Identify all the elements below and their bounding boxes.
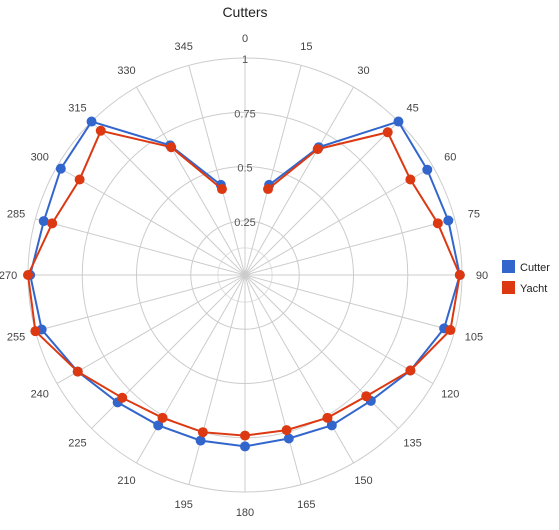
angle-tick-label: 195 <box>174 499 192 511</box>
angle-tick-label: 165 <box>297 499 315 511</box>
angle-tick-label: 75 <box>468 209 480 221</box>
angle-tick-label: 0 <box>242 33 248 45</box>
angle-tick-label: 300 <box>31 152 49 164</box>
grid-spoke-15 <box>244 65 302 276</box>
angle-tick-label: 180 <box>236 507 254 519</box>
grid-spoke-255 <box>35 274 246 332</box>
angle-tick-label: 255 <box>7 331 25 343</box>
angle-tick-label: 120 <box>441 389 459 401</box>
grid-spoke-165 <box>244 274 302 485</box>
radial-tick-label: 0.5 <box>237 163 252 175</box>
angle-tick-label: 60 <box>444 152 456 164</box>
data-point-yacht[interactable] <box>454 270 465 280</box>
angle-tick-label: 315 <box>68 102 86 114</box>
series-layer <box>23 116 465 452</box>
data-point-yacht[interactable] <box>382 127 393 138</box>
grid-spoke-30 <box>244 86 354 276</box>
data-point-yacht[interactable] <box>117 392 128 403</box>
grid-spoke-45 <box>244 121 399 276</box>
data-point-cutter[interactable] <box>86 116 97 127</box>
angle-tick-labels: 0 15 30 45 60 75 90 105 120 135 150 165 180 195 210 225… <box>0 33 488 519</box>
data-point-yacht[interactable] <box>445 325 456 336</box>
data-point-yacht[interactable] <box>74 174 85 185</box>
data-point-yacht[interactable] <box>157 412 168 423</box>
radial-tick-label: 0.25 <box>234 217 255 229</box>
data-point-yacht[interactable] <box>263 184 274 195</box>
legend-swatch <box>502 281 515 294</box>
data-point-yacht[interactable] <box>240 430 250 441</box>
polar-grid <box>27 57 463 493</box>
grid-spoke-105 <box>244 274 455 332</box>
legend-item-yacht[interactable]: Yacht <box>502 281 547 295</box>
legend-label: Yacht <box>520 283 547 295</box>
legend[interactable]: Cutter Yacht <box>502 260 550 295</box>
grid-spoke-75 <box>244 218 455 276</box>
data-point-cutter[interactable] <box>153 420 164 431</box>
grid-spoke-210 <box>136 274 246 464</box>
grid-spoke-240 <box>56 274 246 384</box>
radial-tick-label: 0.75 <box>234 108 255 120</box>
grid-spoke-120 <box>244 274 434 384</box>
data-point-yacht[interactable] <box>23 270 33 280</box>
data-point-cutter[interactable] <box>283 433 294 444</box>
data-point-cutter[interactable] <box>55 163 66 174</box>
angle-tick-label: 45 <box>406 102 418 114</box>
data-point-yacht[interactable] <box>405 365 416 376</box>
radial-tick-labels: 0.25 0.5 0.75 1 <box>234 54 255 229</box>
grid-spoke-135 <box>244 274 399 429</box>
angle-tick-label: 210 <box>117 475 135 487</box>
angle-tick-label: 15 <box>300 41 312 53</box>
grid-spoke-60 <box>244 166 434 276</box>
angle-tick-label: 90 <box>476 270 488 282</box>
data-point-cutter[interactable] <box>38 216 49 227</box>
data-point-yacht[interactable] <box>216 184 227 195</box>
angle-tick-label: 150 <box>354 475 372 487</box>
data-point-cutter[interactable] <box>393 116 404 127</box>
data-point-yacht[interactable] <box>405 174 416 185</box>
data-point-yacht[interactable] <box>312 144 323 155</box>
grid-spoke-150 <box>244 274 354 464</box>
data-point-cutter[interactable] <box>195 435 206 446</box>
data-point-yacht[interactable] <box>322 412 333 423</box>
angle-tick-label: 240 <box>31 389 49 401</box>
data-point-yacht[interactable] <box>197 427 208 438</box>
grid-spoke-330 <box>136 86 246 276</box>
angle-tick-label: 285 <box>7 209 25 221</box>
data-point-yacht[interactable] <box>432 218 443 229</box>
data-point-yacht[interactable] <box>361 391 372 402</box>
data-point-cutter[interactable] <box>326 420 337 431</box>
grid-spoke-315 <box>91 121 246 276</box>
data-point-cutter[interactable] <box>422 164 433 175</box>
angle-tick-label: 105 <box>465 331 483 343</box>
series-yacht <box>23 125 465 441</box>
angle-tick-label: 30 <box>357 65 369 77</box>
data-point-yacht[interactable] <box>281 425 292 436</box>
angle-tick-label: 135 <box>403 438 421 450</box>
grid-spoke-345 <box>188 65 246 276</box>
grid-spoke-195 <box>188 274 246 485</box>
grid-spoke-300 <box>56 166 246 276</box>
data-point-yacht[interactable] <box>95 125 106 136</box>
chart-title: Cutters <box>222 4 267 20</box>
angle-tick-label: 345 <box>174 41 192 53</box>
legend-label: Cutter <box>520 262 550 274</box>
legend-item-cutter[interactable]: Cutter <box>502 260 550 274</box>
series-line-yacht <box>26 129 461 437</box>
data-point-cutter[interactable] <box>443 215 454 226</box>
angle-tick-label: 225 <box>68 438 86 450</box>
angle-tick-label: 270 <box>0 270 17 282</box>
radial-tick-label: 1 <box>242 54 248 66</box>
angle-tick-label: 330 <box>117 65 135 77</box>
data-point-yacht[interactable] <box>30 326 41 337</box>
data-point-cutter[interactable] <box>240 441 250 452</box>
grid-spoke-285 <box>35 218 246 276</box>
data-point-yacht[interactable] <box>166 142 177 153</box>
data-point-yacht[interactable] <box>47 218 58 229</box>
legend-swatch <box>502 260 515 273</box>
data-point-yacht[interactable] <box>72 366 83 377</box>
